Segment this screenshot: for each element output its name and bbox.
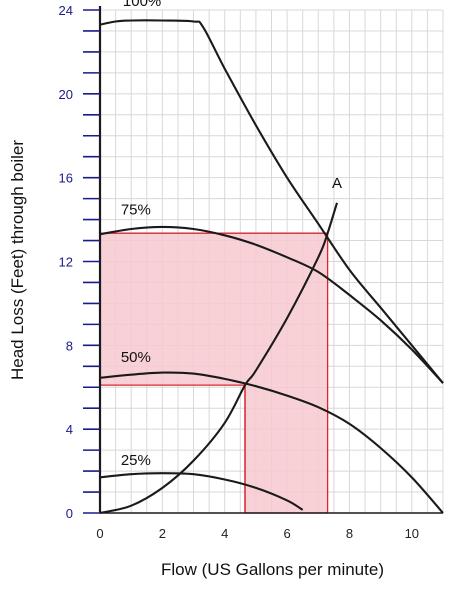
y-tick-label: 20 (59, 87, 73, 102)
x-tick-label: 2 (159, 526, 166, 541)
curve-label: 50% (121, 349, 151, 366)
curve-label: A (332, 175, 342, 192)
y-tick-label: 12 (59, 255, 73, 270)
x-tick-label: 6 (283, 526, 290, 541)
highlight-region (244, 385, 328, 513)
series-line (99, 472, 304, 511)
curve-label: 25% (121, 452, 151, 469)
curve-label: 100% (123, 0, 161, 10)
y-axis-label: Head Loss (Feet) through boiler (8, 139, 27, 381)
x-axis-label: Flow (US Gallons per minute) (161, 560, 384, 579)
x-tick-label: 10 (405, 526, 419, 541)
x-tick-label: 8 (346, 526, 353, 541)
y-tick-label: 16 (59, 171, 73, 186)
series-line (99, 371, 444, 514)
series-line (99, 225, 444, 384)
y-axis-label-box: Head Loss (Feet) through boiler (6, 110, 30, 410)
series-line (99, 19, 444, 384)
y-tick-label: 4 (66, 422, 73, 437)
y-tick-label: 0 (66, 506, 73, 521)
x-tick-label: 0 (96, 526, 103, 541)
y-tick-label: 8 (66, 338, 73, 353)
x-tick-label: 4 (221, 526, 228, 541)
curve-label: 75% (121, 201, 151, 218)
y-tick-label: 24 (59, 3, 73, 18)
series-line (99, 202, 339, 515)
